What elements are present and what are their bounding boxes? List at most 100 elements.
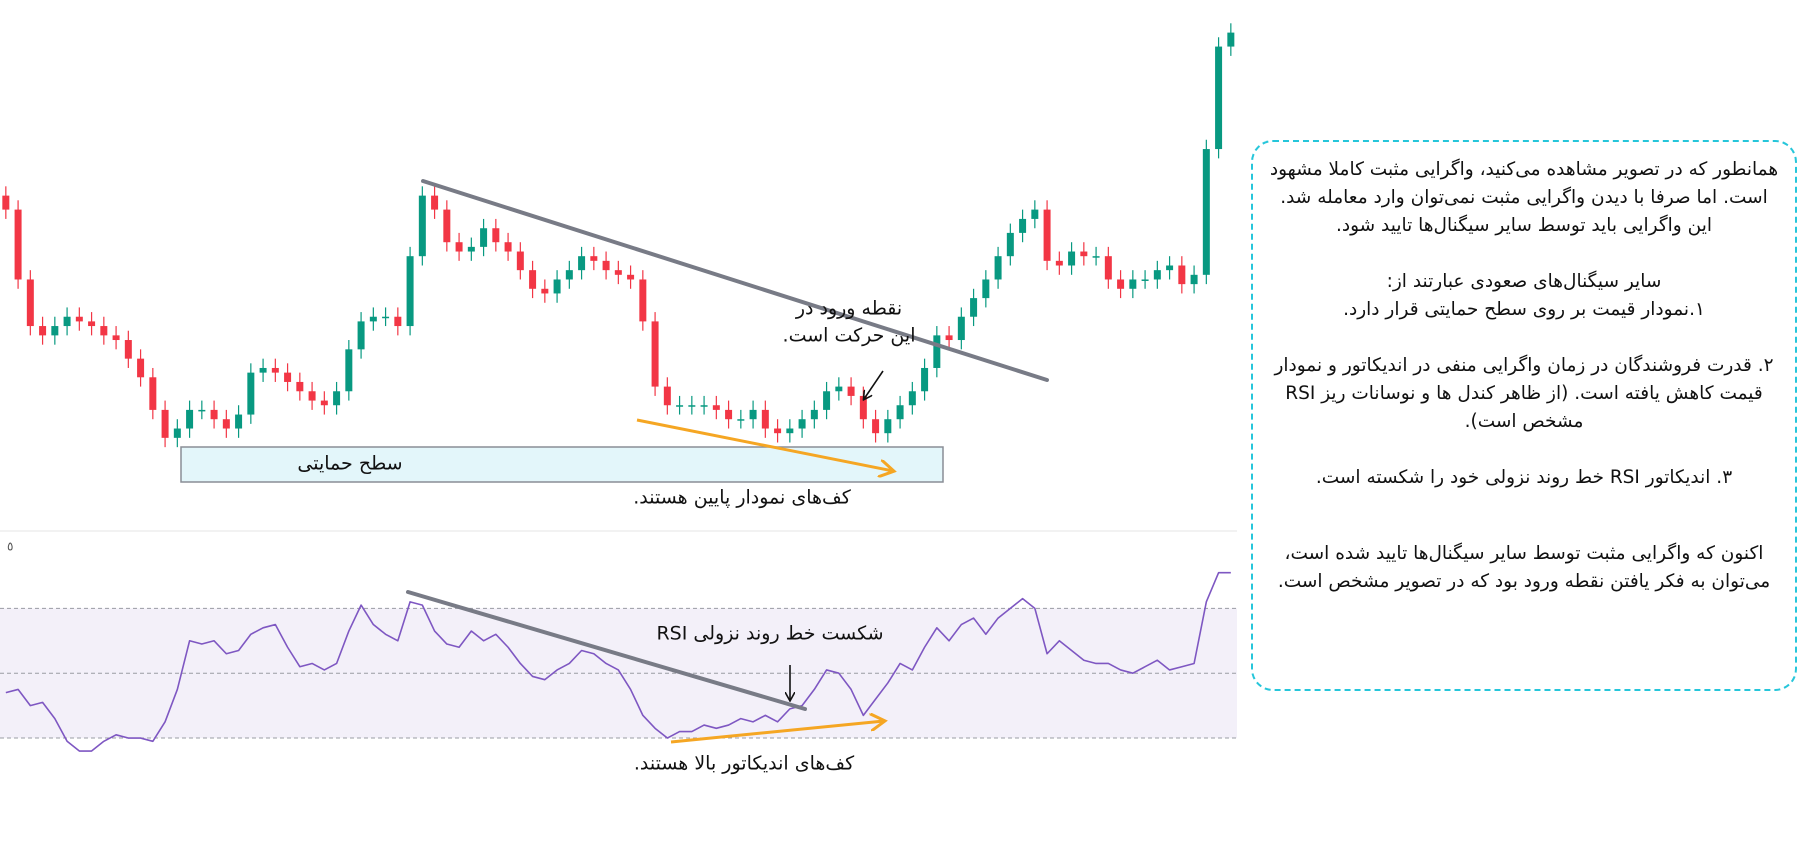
- candle-body: [357, 321, 365, 350]
- candle-body: [161, 409, 169, 438]
- candle-body: [443, 209, 451, 243]
- rsi-lows-arrow: [670, 721, 884, 744]
- marks-layer: [2, 23, 1235, 752]
- candle-body: [1215, 46, 1223, 150]
- candle-body: [88, 321, 96, 327]
- candle-body: [1006, 232, 1014, 257]
- candle-body: [137, 358, 145, 378]
- paragraph: ۲. قدرت فروشندگان در زمان واگرایی منفی د…: [1274, 355, 1774, 432]
- candle-body: [725, 409, 733, 420]
- candle-body: [921, 367, 929, 392]
- candle-body: [382, 316, 390, 319]
- rsi-line: [5, 571, 1231, 752]
- candle-body: [651, 321, 659, 387]
- candle-body: [210, 409, 218, 420]
- candle-body: [627, 274, 635, 280]
- candle-body: [247, 372, 255, 415]
- candle-body: [933, 335, 941, 368]
- support-label: سطح حمایتی: [297, 453, 402, 475]
- background-layer: ٥: [0, 446, 1237, 739]
- candle-body: [859, 395, 867, 420]
- paragraph: سایر سیگنال‌های صعودی عبارتند از:: [1386, 271, 1662, 292]
- candle-body: [333, 391, 341, 406]
- paragraph: ۳. اندیکاتور RSI خط روند نزولی خود را شک…: [1315, 467, 1733, 488]
- price-trendline: [421, 179, 1049, 382]
- candle-body: [908, 391, 916, 406]
- candle-body: [578, 256, 586, 271]
- chart: ٥ نقطه ورود در این حرکت است. سطح حمایتی …: [0, 23, 1237, 775]
- candle-body: [590, 256, 598, 261]
- candle-body: [896, 405, 904, 420]
- candle-body: [1166, 265, 1174, 271]
- candle-body: [786, 428, 794, 434]
- candle-body: [259, 367, 267, 373]
- candle-body: [774, 428, 782, 434]
- candle-body: [553, 279, 561, 294]
- candle-body: [51, 326, 59, 336]
- explanation-box: همانطور که در تصویر مشاهده می‌کنید، واگر…: [1251, 140, 1797, 691]
- candle-body: [112, 335, 120, 341]
- candle-body: [712, 405, 720, 410]
- entry-label: این حرکت است.: [783, 325, 916, 347]
- candle-body: [945, 335, 953, 341]
- candle-body: [271, 367, 279, 373]
- candle-body: [467, 246, 475, 252]
- candle-body: [1043, 209, 1051, 261]
- candle-body: [823, 391, 831, 410]
- candle-body: [480, 228, 488, 247]
- candle-body: [541, 288, 549, 294]
- candle-body: [14, 209, 22, 280]
- paragraph: اکنون که واگرایی مثبت توسط سایر سیگنال‌ه…: [1277, 543, 1771, 592]
- candle-body: [1141, 279, 1149, 281]
- candle-body: [198, 409, 206, 412]
- candle-body: [1190, 274, 1198, 285]
- candle-body: [761, 409, 769, 429]
- candle-body: [884, 419, 892, 434]
- candle-body: [345, 349, 353, 392]
- candle-body: [75, 316, 83, 322]
- candle-body: [1019, 218, 1027, 233]
- candle-body: [369, 316, 377, 322]
- support-zone: [180, 446, 944, 483]
- candle-body: [1104, 256, 1112, 280]
- candle-body: [639, 279, 647, 322]
- candle-body: [149, 377, 157, 410]
- candle-body: [847, 386, 855, 396]
- candle-body: [663, 386, 671, 406]
- candle-body: [100, 326, 108, 336]
- price-lows-label: کف‌های نمودار پایین هستند.: [633, 487, 851, 509]
- candle-body: [1080, 251, 1088, 257]
- candle-body: [749, 409, 757, 420]
- rsi-break-label: شکست خط روند نزولی RSI: [656, 623, 883, 645]
- candle-body: [235, 414, 243, 429]
- candle-body: [810, 409, 818, 420]
- candle-body: [320, 400, 328, 406]
- pane-label: ٥: [7, 540, 13, 554]
- candle-body: [492, 228, 500, 243]
- candle-body: [394, 316, 402, 327]
- candle-body: [186, 409, 194, 429]
- candle-body: [970, 298, 978, 317]
- rsi-trendline: [406, 590, 807, 711]
- entry-arrow: [864, 370, 884, 399]
- candle-body: [1055, 260, 1063, 266]
- candle-body: [2, 195, 10, 210]
- price-lows-arrow: [636, 418, 893, 471]
- candle-body: [1129, 279, 1137, 289]
- rsi-lows-label: کف‌های اندیکاتور بالا هستند.: [634, 753, 855, 775]
- candle-body: [1092, 256, 1100, 258]
- candle-body: [26, 279, 34, 327]
- candle-body: [1178, 265, 1186, 285]
- candle-body: [1031, 209, 1039, 219]
- candle-body: [1068, 251, 1076, 266]
- candle-body: [565, 270, 573, 280]
- candle-body: [173, 428, 181, 438]
- candle-body: [614, 270, 622, 275]
- candle-body: [63, 316, 71, 327]
- candle-body: [688, 405, 696, 407]
- candle-body: [431, 195, 439, 210]
- annotation-layer: نقطه ورود در این حرکت است. سطح حمایتی کف…: [297, 179, 1049, 775]
- paragraph: ۱.نمودار قیمت بر روی سطح حمایتی قرار دار…: [1343, 299, 1705, 320]
- candle-body: [1153, 270, 1161, 280]
